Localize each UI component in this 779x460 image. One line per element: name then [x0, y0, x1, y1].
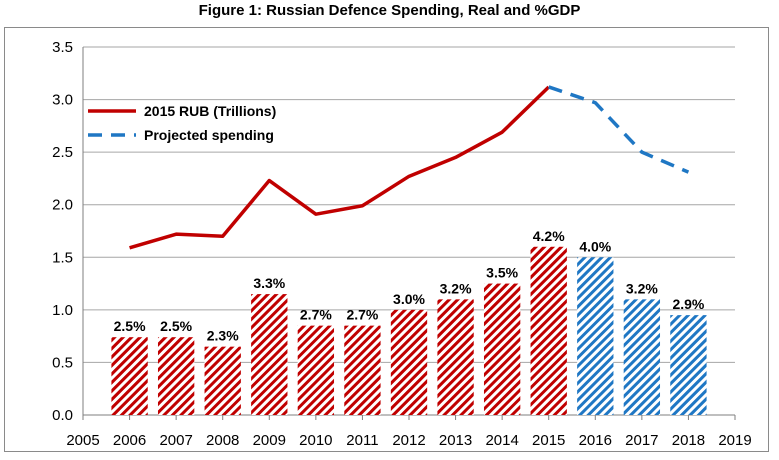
gdp-bar — [437, 299, 474, 415]
bar-data-label: 2.5% — [160, 318, 192, 334]
y-tick-label: 1.5 — [52, 249, 73, 266]
projected-spending-line — [548, 85, 690, 174]
bar-data-label: 2.7% — [300, 307, 332, 323]
bar-data-label: 3.0% — [393, 291, 425, 307]
y-tick-label: 1.0 — [52, 302, 73, 319]
chart-title: Figure 1: Russian Defence Spending, Real… — [198, 2, 581, 19]
projected-bar — [623, 299, 661, 415]
bar-data-label: 2.5% — [114, 318, 146, 334]
gdp-bar — [251, 294, 288, 415]
legend-label: Projected spending — [144, 127, 274, 143]
bar-data-label: 2.3% — [207, 328, 239, 344]
y-tick-label: 2.0 — [52, 197, 73, 214]
x-tick-label: 2016 — [579, 432, 612, 449]
projected-bar — [670, 315, 707, 415]
x-tick-label: 2008 — [206, 432, 239, 449]
gdp-bar — [390, 309, 428, 415]
x-tick-label: 2005 — [66, 432, 99, 449]
gdp-bar — [111, 337, 148, 415]
x-tick-label: 2017 — [625, 432, 658, 449]
legend-label: 2015 RUB (Trillions) — [144, 103, 276, 119]
bar-data-label: 4.2% — [533, 228, 565, 244]
gdp-bar — [157, 337, 195, 415]
y-tick-label: 3.5 — [52, 39, 73, 56]
x-tick-label: 2006 — [113, 432, 146, 449]
y-tick-label: 3.0 — [52, 92, 73, 109]
x-tick-label: 2010 — [299, 432, 332, 449]
rub-spending-line — [129, 85, 550, 250]
gdp-bar — [344, 325, 381, 415]
gdp-bar — [530, 246, 567, 415]
bar-data-label: 3.2% — [626, 280, 658, 296]
x-tick-label: 2019 — [718, 432, 751, 449]
bar-data-label: 2.7% — [346, 307, 378, 323]
bar-data-label: 3.2% — [440, 280, 472, 296]
chart-frame — [4, 27, 769, 452]
y-tick-label: 2.5 — [52, 144, 73, 161]
y-tick-label: 0.0 — [52, 407, 73, 424]
x-tick-label: 2015 — [532, 432, 565, 449]
gdp-bar — [204, 346, 241, 415]
x-tick-label: 2011 — [346, 432, 378, 449]
bar-data-label: 4.0% — [579, 238, 611, 254]
projected-bar — [577, 257, 614, 415]
bar-data-label: 3.3% — [253, 275, 285, 291]
x-tick-label: 2018 — [672, 432, 705, 449]
x-tick-label: 2009 — [253, 432, 286, 449]
gdp-bar — [483, 283, 521, 415]
y-tick-label: 0.5 — [52, 354, 73, 371]
gdp-bar — [297, 325, 335, 415]
x-tick-label: 2007 — [159, 432, 192, 449]
x-tick-label: 2014 — [485, 432, 518, 449]
bar-data-label: 2.9% — [672, 296, 704, 312]
x-tick-label: 2012 — [392, 432, 425, 449]
bar-data-label: 3.5% — [486, 265, 518, 281]
x-tick-label: 2013 — [439, 432, 472, 449]
